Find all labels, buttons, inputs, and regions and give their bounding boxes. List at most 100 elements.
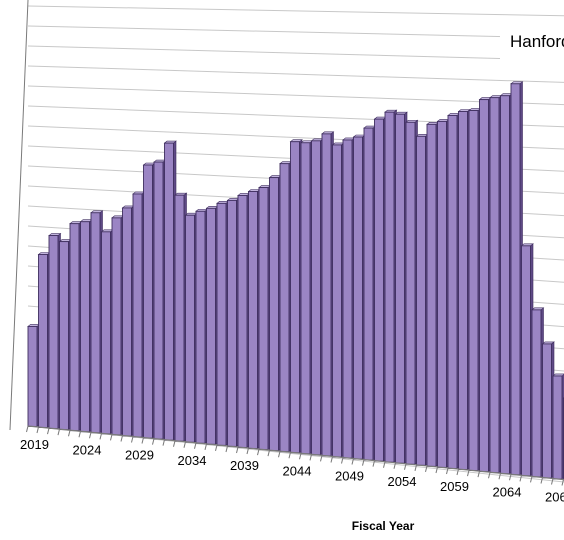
- x-tick: [288, 452, 291, 459]
- x-tick: [330, 456, 333, 463]
- bar: [279, 161, 293, 453]
- x-tick-label: 2059: [440, 479, 469, 494]
- x-tick: [257, 448, 260, 456]
- bar: [468, 107, 482, 472]
- x-tick: [435, 466, 438, 474]
- bar: [153, 159, 167, 440]
- x-tick: [456, 468, 459, 476]
- x-tick: [267, 450, 270, 457]
- bar: [531, 307, 545, 478]
- x-tick-label: 2049: [335, 469, 364, 484]
- bar: [121, 205, 135, 437]
- bar: [552, 373, 564, 480]
- x-axis-title: Fiscal Year: [352, 519, 415, 533]
- bar: [447, 112, 461, 470]
- x-tick: [341, 457, 344, 464]
- bar: [321, 131, 335, 457]
- x-tick: [467, 469, 470, 477]
- bar: [100, 229, 114, 435]
- bar: [489, 95, 503, 474]
- x-tick: [362, 459, 365, 466]
- x-tick: [152, 438, 155, 445]
- x-tick: [99, 433, 102, 440]
- bar: [48, 232, 62, 430]
- x-tick: [141, 437, 144, 444]
- x-tick-labels: 2019 2024 2029 2034 2039 2044 2049 2054 2059 2064…: [20, 437, 564, 505]
- bar: [237, 192, 251, 449]
- x-tick: [278, 451, 281, 458]
- bar: [384, 109, 398, 463]
- x-tick: [509, 474, 512, 481]
- bar: [111, 215, 125, 436]
- bar: [342, 137, 356, 459]
- x-tick: [89, 432, 92, 439]
- x-tick: [519, 475, 522, 482]
- x-tick: [131, 436, 134, 443]
- x-tick: [488, 472, 491, 479]
- x-tick: [372, 460, 375, 467]
- x-tick: [215, 444, 218, 452]
- bar: [310, 138, 324, 456]
- legend: Hanford: [500, 18, 564, 64]
- gridline: [27, 5, 564, 17]
- bar: [132, 191, 146, 438]
- x-axis-line: [27, 425, 564, 481]
- bar: [79, 219, 93, 433]
- x-tick-label: 2054: [388, 474, 417, 489]
- bar: [300, 140, 314, 455]
- bar: [510, 81, 524, 476]
- bar: [352, 134, 366, 460]
- bar: [394, 111, 408, 464]
- bar: [216, 200, 230, 446]
- bar: [226, 197, 240, 448]
- bar: [27, 323, 41, 428]
- x-tick-label: 2029: [125, 448, 154, 463]
- bar: [436, 118, 450, 469]
- x-tick: [47, 427, 50, 435]
- x-tick-label: 2064: [493, 484, 522, 499]
- bar: [331, 142, 345, 458]
- x-tick: [498, 473, 501, 480]
- wall-edge: [9, 0, 29, 431]
- gridline: [27, 85, 564, 106]
- bar: [195, 208, 209, 444]
- x-tick: [183, 441, 186, 448]
- x-tick-label: 2019: [20, 437, 49, 452]
- bar: [258, 184, 272, 451]
- bar: [541, 341, 555, 479]
- x-tick: [26, 425, 29, 433]
- bars: [27, 81, 564, 481]
- bar: [163, 140, 177, 441]
- x-tick: [246, 447, 249, 455]
- x-tick: [561, 479, 564, 486]
- x-tick: [225, 445, 228, 453]
- x-tick-label: 2044: [283, 463, 312, 478]
- x-tick: [36, 426, 39, 434]
- bar: [69, 221, 83, 432]
- x-tick: [383, 461, 386, 468]
- bar: [184, 212, 198, 443]
- x-tick: [173, 440, 176, 447]
- bar: [415, 133, 429, 466]
- bar: [268, 174, 282, 452]
- x-tick: [57, 429, 60, 436]
- x-tick: [68, 430, 71, 437]
- x-tick: [110, 434, 113, 441]
- x-tick-label: 2034: [178, 453, 207, 468]
- x-tick: [204, 443, 207, 450]
- x-tick: [78, 431, 81, 438]
- bar: [373, 116, 387, 462]
- bar: [426, 121, 440, 467]
- x-tick-label: 2024: [73, 442, 102, 457]
- bar: [90, 210, 104, 434]
- x-tick: [425, 465, 428, 473]
- x-tick: [446, 467, 449, 475]
- x-tick: [236, 446, 239, 454]
- bar: [520, 243, 534, 477]
- x-tick: [540, 477, 543, 484]
- bar: [457, 108, 471, 471]
- gridline: [27, 25, 564, 39]
- bar: [174, 192, 188, 442]
- bar: [205, 205, 219, 445]
